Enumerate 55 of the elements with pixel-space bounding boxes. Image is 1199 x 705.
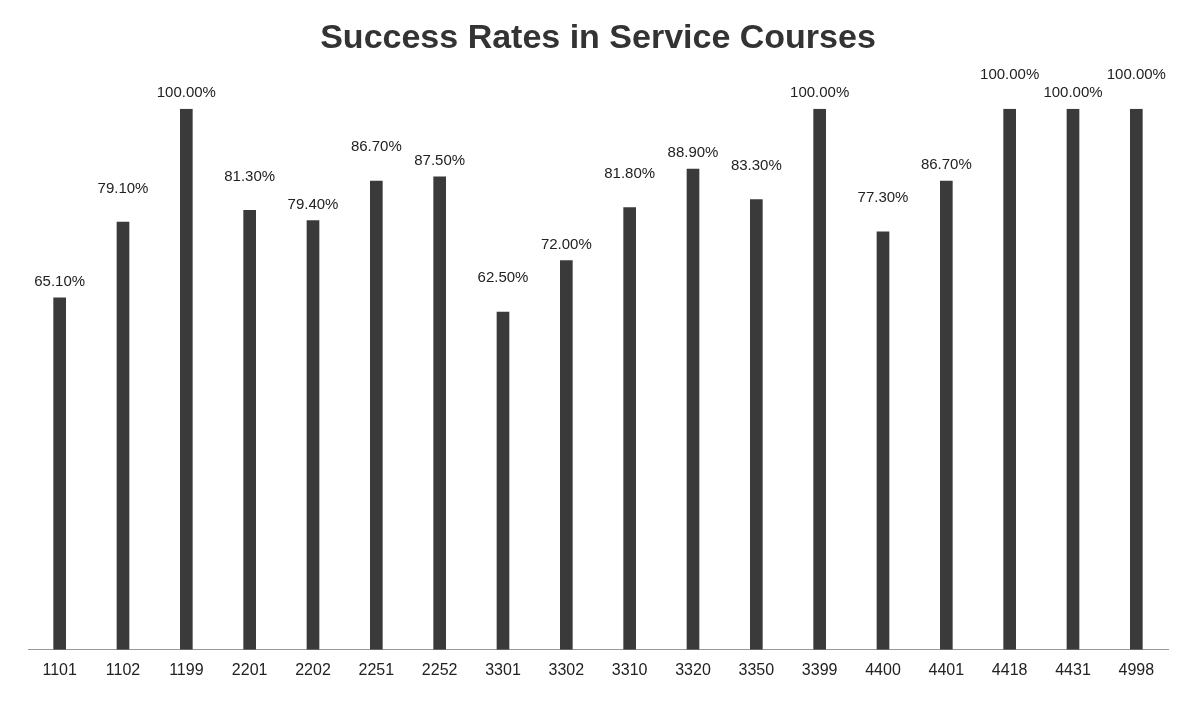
data-label: 100.00%: [980, 65, 1040, 83]
data-label: 79.40%: [287, 194, 339, 212]
data-label: 77.30%: [857, 188, 909, 206]
bar: [876, 231, 890, 650]
x-tick-label: 2252: [421, 660, 458, 678]
x-tick-label: 3302: [548, 660, 585, 678]
bar: [53, 297, 66, 650]
data-label: 100.00%: [790, 83, 850, 101]
bar: [686, 168, 700, 650]
chart-title: Success Rates in Service Courses: [320, 16, 876, 55]
x-tick-label: 3350: [738, 660, 775, 678]
bar: [813, 108, 826, 650]
data-label: 86.70%: [920, 155, 972, 173]
data-label: 62.50%: [477, 268, 529, 286]
x-tick-label: 2201: [231, 660, 268, 678]
data-label: 81.30%: [224, 166, 276, 184]
x-tick-label: 1102: [105, 660, 141, 678]
bar: [1066, 108, 1080, 650]
bar: [116, 221, 130, 650]
x-tick-label: 4400: [865, 660, 901, 678]
bar: [1130, 108, 1143, 650]
x-tick-label: 1199: [169, 660, 204, 678]
x-tick-label: 1101: [42, 660, 77, 678]
bar: [370, 180, 383, 650]
x-tick-label: 2202: [295, 660, 331, 678]
x-tick-label: 2251: [358, 660, 395, 678]
data-label: 79.10%: [97, 178, 149, 196]
x-tick-label: 3320: [675, 660, 711, 678]
data-label: 100.00%: [1043, 83, 1103, 101]
bar: [940, 180, 953, 650]
data-label: 72.00%: [540, 234, 592, 252]
x-tick-label: 4431: [1055, 660, 1091, 678]
bar: [750, 199, 763, 650]
data-label: 87.50%: [414, 151, 466, 169]
bar: [306, 220, 320, 650]
x-tick-label: 3301: [485, 660, 521, 678]
data-label: 83.30%: [730, 155, 782, 173]
data-label: 88.90%: [667, 143, 719, 161]
data-label: 81.80%: [604, 163, 656, 181]
data-label: 65.10%: [34, 272, 86, 290]
bar: [243, 209, 256, 650]
bar: [180, 108, 193, 650]
x-tick-label: 4401: [928, 660, 965, 678]
data-label: 100.00%: [1106, 65, 1166, 83]
x-tick-label: 4418: [991, 660, 1028, 678]
x-tick-label: 3399: [801, 660, 838, 678]
data-label: 100.00%: [156, 83, 216, 101]
bar: [496, 311, 510, 650]
x-tick-label: 3310: [611, 660, 648, 678]
bar: [433, 176, 446, 650]
bar: [560, 260, 573, 650]
data-label: 86.70%: [350, 137, 402, 155]
x-tick-label: 4998: [1118, 660, 1155, 678]
bar: [623, 207, 636, 650]
bar: [1003, 108, 1016, 650]
